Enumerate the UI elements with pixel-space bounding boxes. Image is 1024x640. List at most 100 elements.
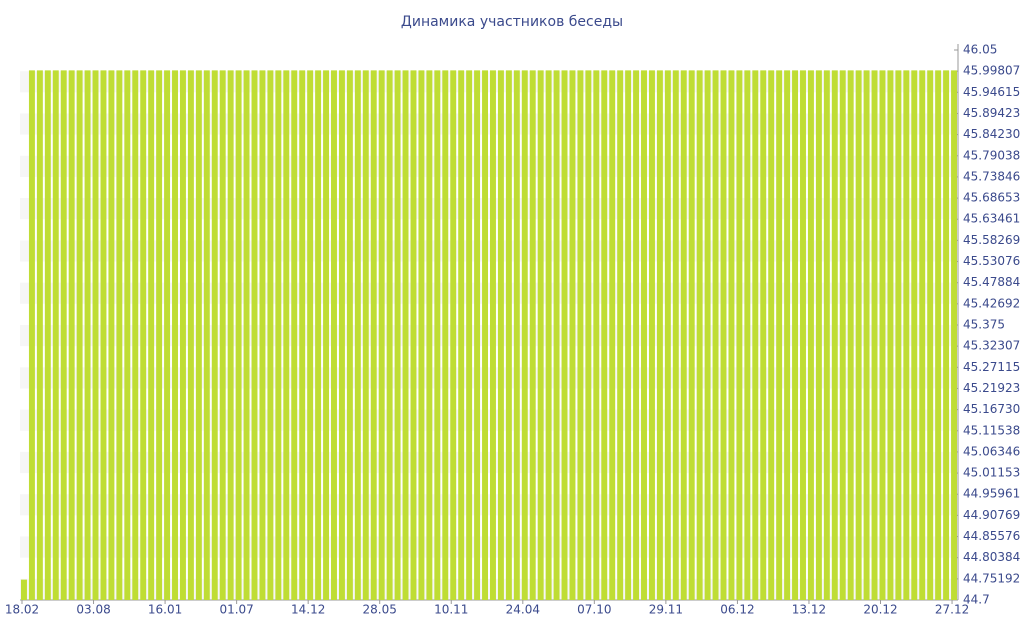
- bar: [545, 70, 552, 601]
- y-tick-label: 45.06346: [963, 444, 1020, 458]
- y-tick-label: 44.80384: [963, 550, 1020, 564]
- bar: [664, 70, 671, 601]
- bar: [148, 70, 155, 601]
- bar: [855, 70, 862, 601]
- bar: [513, 70, 520, 601]
- bar: [410, 70, 417, 601]
- y-tick-label: 45.63461: [963, 212, 1020, 226]
- bar: [275, 70, 282, 601]
- bar: [831, 70, 838, 601]
- bar: [299, 70, 306, 601]
- y-tick-label: 45.32307: [963, 339, 1020, 353]
- bar: [267, 70, 274, 601]
- bar: [823, 70, 830, 601]
- bar: [378, 70, 385, 601]
- bar: [648, 70, 655, 601]
- bar: [323, 70, 330, 601]
- bar: [354, 70, 361, 601]
- x-tick-label: 01.07: [219, 603, 253, 617]
- y-tick-label: 45.11538: [963, 423, 1020, 437]
- bar: [641, 70, 647, 601]
- y-tick-label: 45.375: [963, 318, 1005, 332]
- bar: [211, 70, 218, 601]
- bar: [386, 70, 393, 601]
- y-tick-label: 45.68653: [963, 191, 1020, 205]
- bar: [370, 70, 377, 601]
- bar: [760, 70, 767, 601]
- y-tick-label: 45.21923: [963, 381, 1020, 395]
- bar: [529, 70, 536, 601]
- bar: [195, 70, 202, 601]
- bar: [712, 70, 719, 601]
- bar: [497, 70, 504, 601]
- bar: [187, 70, 194, 601]
- bar: [259, 70, 266, 601]
- bar: [895, 70, 902, 601]
- bar: [800, 70, 806, 601]
- bar: [625, 70, 632, 601]
- bar: [601, 70, 608, 601]
- x-tick-label: 24.04: [506, 603, 540, 617]
- bar: [490, 70, 496, 601]
- y-tick-label: 45.53076: [963, 254, 1020, 268]
- bar: [704, 70, 711, 601]
- bar: [442, 70, 449, 601]
- y-tick-label: 44.7: [963, 593, 990, 607]
- bar: [100, 70, 107, 601]
- x-tick-label: 13.12: [792, 603, 826, 617]
- bar: [68, 70, 75, 601]
- bar: [132, 70, 139, 601]
- bar: [807, 70, 814, 601]
- bar: [720, 70, 727, 601]
- bar: [28, 70, 35, 601]
- bar: [362, 70, 369, 601]
- bar: [927, 70, 934, 601]
- bar: [219, 70, 226, 601]
- bar: [537, 70, 544, 601]
- bar: [21, 579, 27, 600]
- bar: [505, 70, 512, 601]
- bar: [426, 70, 433, 601]
- bar: [307, 70, 314, 601]
- y-tick-label: 45.27115: [963, 360, 1020, 374]
- bar: [227, 70, 234, 601]
- bar: [36, 70, 43, 601]
- bar: [569, 70, 576, 601]
- bar: [585, 70, 592, 601]
- bar: [728, 70, 735, 601]
- bar: [656, 70, 663, 601]
- bar: [863, 70, 870, 601]
- y-tick-label: 45.16730: [963, 402, 1020, 416]
- bar: [609, 70, 616, 601]
- bar: [243, 70, 250, 601]
- bar: [903, 70, 910, 601]
- bar: [164, 70, 171, 601]
- bar: [577, 70, 584, 601]
- bar: [338, 70, 345, 601]
- bar: [346, 70, 353, 601]
- bar: [879, 70, 886, 601]
- x-tick-label: 29.11: [649, 603, 683, 617]
- bar: [839, 70, 846, 601]
- y-tick-label: 44.95961: [963, 487, 1020, 501]
- bar: [84, 70, 91, 601]
- bar: [156, 70, 163, 601]
- bar: [418, 70, 425, 601]
- x-tick-label: 07.10: [577, 603, 611, 617]
- bar: [680, 70, 687, 601]
- x-tick-label: 14.12: [291, 603, 325, 617]
- bar: [633, 70, 640, 601]
- bar: [116, 70, 123, 601]
- bar: [768, 70, 775, 601]
- bar: [784, 70, 791, 601]
- bar: [672, 70, 679, 601]
- bar: [283, 70, 290, 601]
- bar: [251, 70, 258, 601]
- bar: [847, 70, 854, 601]
- bar: [60, 70, 67, 601]
- bar: [172, 70, 178, 601]
- bar: [450, 70, 457, 601]
- bar: [482, 70, 488, 601]
- bar: [593, 70, 600, 601]
